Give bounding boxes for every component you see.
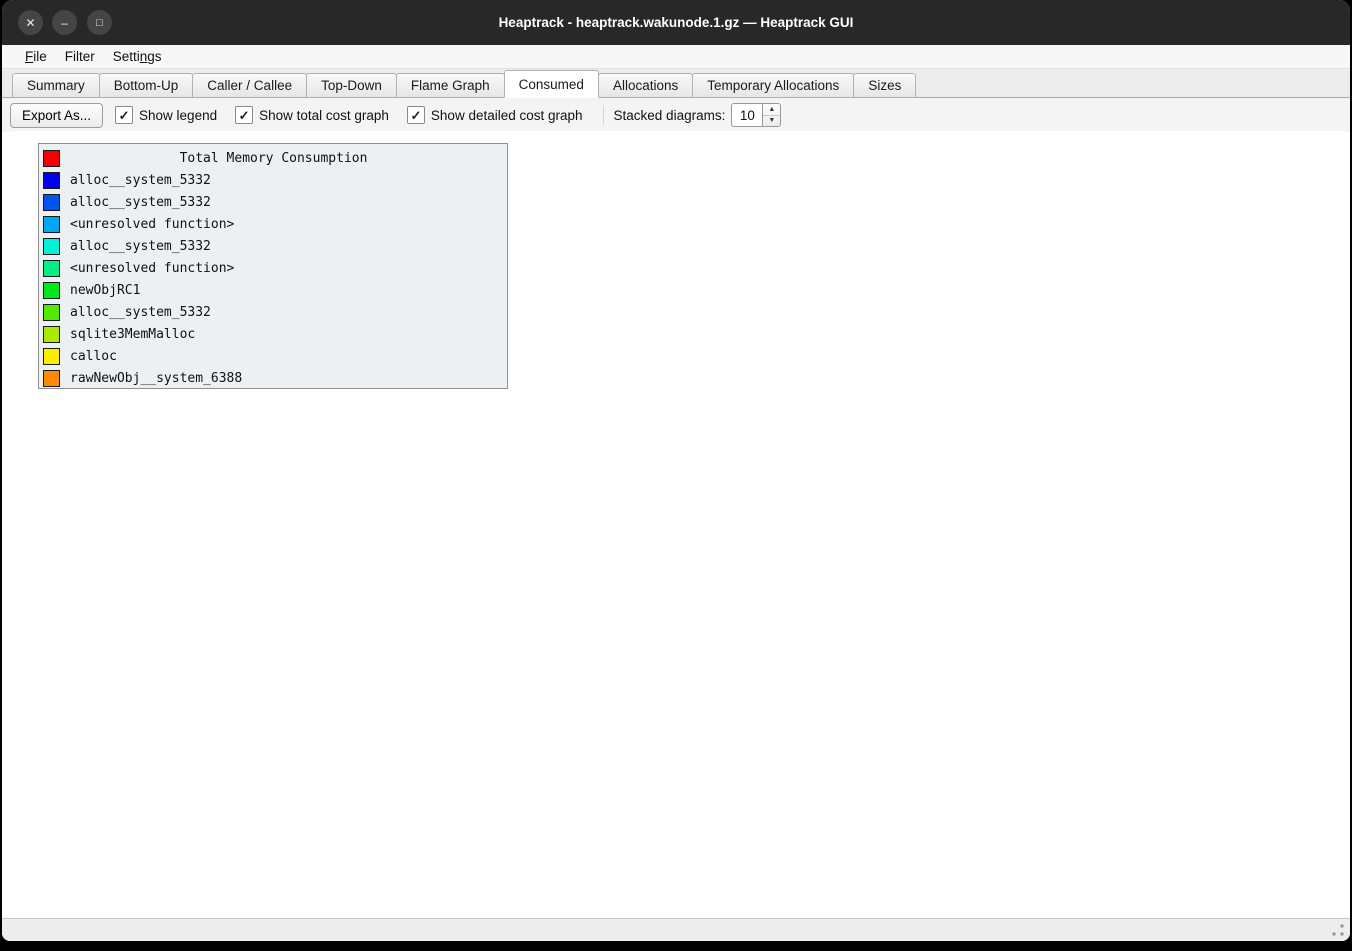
chart-legend: Total Memory Consumption alloc__system_53… — [38, 143, 508, 389]
legend-label: alloc__system_5332 — [70, 194, 211, 210]
tab-flame-graph[interactable]: Flame Graph — [395, 73, 505, 98]
export-as-button[interactable]: Export As... — [10, 102, 104, 128]
legend-swatch-icon — [43, 347, 60, 365]
legend-label: calloc — [70, 348, 117, 364]
checkbox-box-icon: ✓ — [406, 106, 425, 124]
legend-row: calloc — [43, 345, 507, 367]
status-bar — [2, 918, 1350, 941]
legend-row: sqlite3MemMalloc — [43, 323, 507, 345]
legend-swatch-icon — [43, 215, 60, 233]
legend-row: rawNewObj__system_6388 — [43, 367, 507, 389]
maximize-icon: □ — [96, 16, 103, 29]
tab-caller-callee[interactable]: Caller / Callee — [192, 73, 308, 98]
check-icon: ✓ — [118, 107, 130, 123]
legend-label: <unresolved function> — [70, 216, 235, 232]
legend-label: alloc__system_5332 — [70, 172, 211, 188]
checkbox-label: Show total cost graph — [259, 107, 389, 123]
tab-summary[interactable]: Summary — [12, 73, 100, 98]
spinbox-value[interactable]: 10 — [731, 103, 763, 127]
title-bar[interactable]: ✕ – □ Heaptrack - heaptrack.wakunode.1.g… — [2, 0, 1350, 45]
menu-file[interactable]: File — [25, 49, 47, 64]
legend-label: rawNewObj__system_6388 — [70, 370, 243, 386]
spin-up-button[interactable]: ▲ — [763, 104, 781, 116]
legend-row: Total Memory Consumption — [43, 147, 507, 169]
minimize-button[interactable]: – — [52, 10, 77, 35]
checkbox-show-total-cost-graph[interactable]: ✓ Show total cost graph — [235, 106, 389, 124]
checkbox-box-icon: ✓ — [115, 106, 134, 124]
menu-settings[interactable]: Settings — [112, 49, 162, 64]
menu-filter[interactable]: Filter — [64, 49, 95, 64]
legend-row: alloc__system_5332 — [43, 169, 507, 191]
check-icon: ✓ — [238, 107, 250, 123]
legend-label: alloc__system_5332 — [70, 238, 211, 254]
checkbox-show-legend[interactable]: ✓ Show legend — [115, 106, 217, 124]
checkbox-box-icon: ✓ — [235, 106, 254, 124]
toolbar-separator — [602, 105, 604, 125]
tab-allocations[interactable]: Allocations — [597, 73, 694, 98]
maximize-button[interactable]: □ — [87, 10, 112, 35]
legend-label: newObjRC1 — [70, 282, 141, 298]
close-button[interactable]: ✕ — [18, 10, 43, 35]
legend-swatch-icon — [43, 369, 60, 387]
legend-swatch-icon — [43, 281, 60, 299]
checkbox-show-detailed-cost-graph[interactable]: ✓ Show detailed cost graph — [406, 106, 583, 124]
resize-grip[interactable] — [1331, 923, 1345, 937]
consumed-chart[interactable]: Total Memory Consumption alloc__system_53… — [10, 131, 1346, 917]
menu-bar: File Filter Settings — [2, 45, 1350, 69]
tab-temporary-allocations[interactable]: Temporary Allocations — [692, 73, 855, 98]
legend-label: sqlite3MemMalloc — [70, 326, 196, 342]
checkbox-label: Show legend — [139, 107, 218, 123]
toolbar: Export As... ✓ Show legend ✓ Show total … — [2, 98, 1350, 132]
legend-swatch-icon — [43, 259, 60, 277]
checkbox-label: Show detailed cost graph — [430, 107, 583, 123]
legend-row: <unresolved function> — [43, 213, 507, 235]
window-title: Heaptrack - heaptrack.wakunode.1.gz — He… — [498, 15, 854, 30]
check-icon: ✓ — [410, 107, 422, 123]
legend-swatch-icon — [43, 171, 60, 189]
legend-row: newObjRC1 — [43, 279, 507, 301]
close-icon: ✕ — [25, 15, 36, 30]
legend-row: alloc__system_5332 — [43, 301, 507, 323]
spin-down-button[interactable]: ▼ — [768, 117, 776, 125]
tab-sizes[interactable]: Sizes — [853, 73, 917, 98]
legend-swatch-icon — [43, 193, 60, 211]
legend-swatch-icon — [43, 149, 60, 167]
stacked-diagrams-label: Stacked diagrams: — [613, 107, 726, 123]
stacked-diagrams-spinbox[interactable]: 10 ▲ ▼ — [731, 103, 782, 127]
legend-title: Total Memory Consumption — [179, 150, 368, 166]
legend-row: alloc__system_5332 — [43, 191, 507, 213]
legend-swatch-icon — [43, 325, 60, 343]
legend-row: <unresolved function> — [43, 257, 507, 279]
legend-row: alloc__system_5332 — [43, 235, 507, 257]
tab-bottom-up[interactable]: Bottom-Up — [98, 73, 194, 98]
legend-label: alloc__system_5332 — [70, 304, 211, 320]
legend-swatch-icon — [43, 237, 60, 255]
tab-top-down[interactable]: Top-Down — [306, 73, 397, 98]
legend-label: <unresolved function> — [70, 260, 235, 276]
tab-consumed[interactable]: Consumed — [503, 70, 599, 98]
legend-swatch-icon — [43, 303, 60, 321]
tab-bar: Summary Bottom-Up Caller / Callee Top-Down F… — [2, 69, 1350, 98]
minimize-icon: – — [61, 15, 68, 30]
